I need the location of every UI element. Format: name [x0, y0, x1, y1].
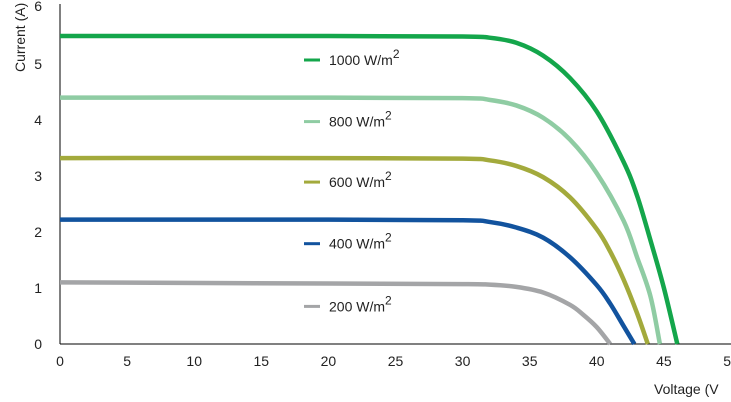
legend-label: 400 W/m2	[329, 231, 392, 252]
legend: 1000 W/m2 800 W/m2 600 W/m2 400 W/m2 200 W/m…	[304, 47, 400, 314]
x-tick-label: 45	[656, 353, 672, 369]
y-tick-label: 4	[34, 112, 42, 128]
legend-label: 200 W/m2	[329, 293, 392, 314]
y-axis-label: Current (A)	[12, 3, 28, 72]
x-tick-label: 40	[589, 353, 605, 369]
x-tick-label: 20	[321, 353, 337, 369]
tick-labels: 051015202530354045500123456	[34, 0, 731, 369]
series-line	[59, 155, 650, 345]
x-tick-label: 30	[455, 353, 471, 369]
x-tick-label: 5	[123, 353, 131, 369]
series-line	[59, 280, 612, 346]
x-tick-label: 0	[56, 353, 64, 369]
x-tick-label: 10	[186, 353, 202, 369]
y-tick-label: 2	[34, 224, 42, 240]
y-tick-label: 3	[34, 168, 42, 184]
series-line	[59, 217, 637, 346]
series-line	[59, 95, 663, 345]
x-tick-label: 15	[254, 353, 270, 369]
x-tick-label: 50	[723, 353, 731, 369]
legend-label: 600 W/m2	[329, 169, 392, 190]
legend-label: 1000 W/m2	[329, 47, 400, 68]
legend-label: 800 W/m2	[329, 109, 392, 130]
series-lines	[59, 33, 680, 346]
y-tick-label: 0	[34, 336, 42, 352]
y-tick-label: 5	[34, 56, 42, 72]
x-tick-label: 25	[388, 353, 404, 369]
axes	[59, 4, 731, 345]
x-tick-label: 35	[522, 353, 538, 369]
y-tick-label: 1	[34, 280, 42, 296]
series-line	[59, 33, 680, 345]
y-tick-label: 6	[34, 0, 42, 14]
x-axis-label: Voltage (V	[654, 381, 719, 397]
